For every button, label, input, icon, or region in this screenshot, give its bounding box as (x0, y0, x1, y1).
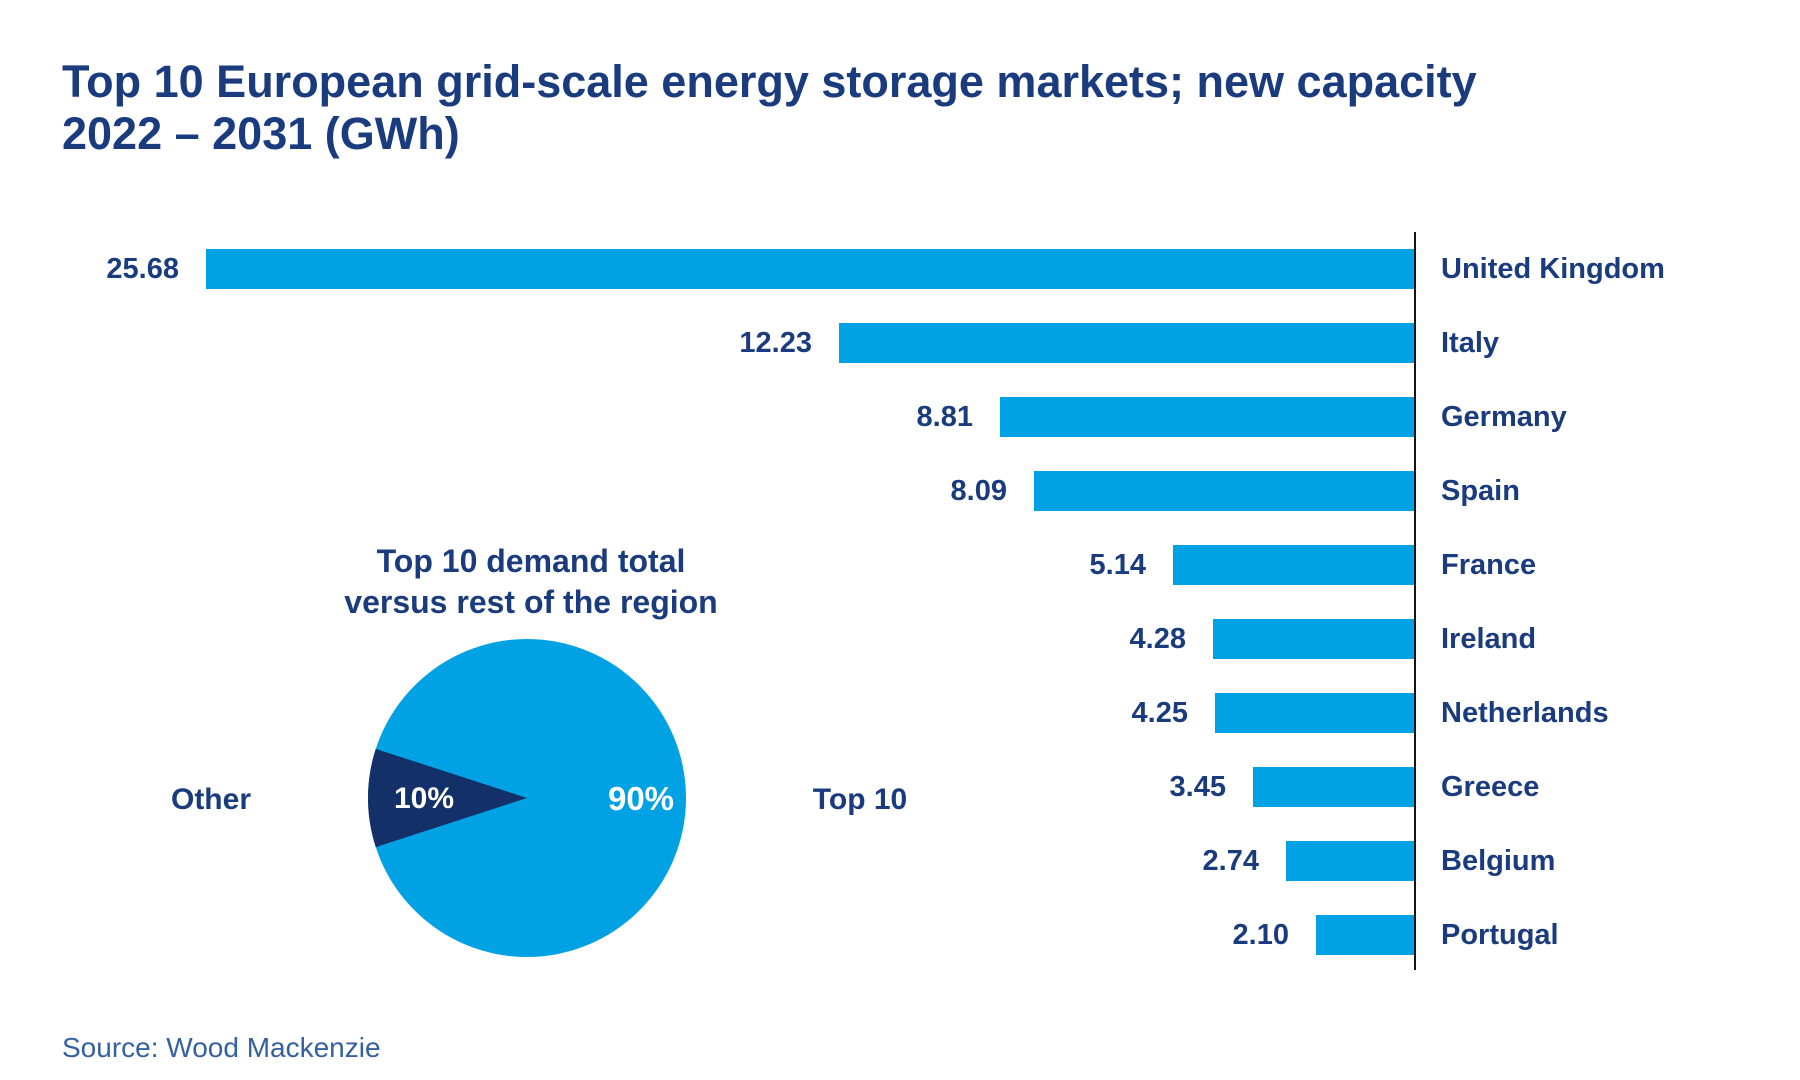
pie-title-line-2: versus rest of the region (344, 584, 718, 620)
page-title-line-2: 2022 – 2031 (GWh) (62, 108, 460, 159)
bar (1316, 915, 1415, 955)
pie-percent-label-top10: 90% (607, 780, 675, 817)
bar-country-label: Belgium (1441, 845, 1556, 877)
page-title-line-1: Top 10 European grid-scale energy storag… (62, 56, 1477, 107)
pie-title-line-1: Top 10 demand total (376, 543, 686, 579)
bar-value-label: 8.81 (916, 401, 973, 433)
bar (1253, 767, 1415, 807)
bar (1034, 471, 1415, 511)
bar-country-label: Portugal (1441, 919, 1559, 951)
pie-title: Top 10 demand total versus rest of the r… (231, 541, 831, 623)
page-title: Top 10 European grid-scale energy storag… (62, 56, 1477, 160)
bar (206, 249, 1415, 289)
bar-value-label: 4.25 (1131, 697, 1188, 729)
bar-country-label: United Kingdom (1441, 253, 1665, 285)
source-note: Source: Wood Mackenzie (62, 1032, 381, 1063)
bar-value-label: 2.10 (1232, 919, 1289, 951)
bar-country-label: Spain (1441, 475, 1520, 507)
pie-legend-other: Other (170, 783, 251, 816)
pie-slice-other (367, 748, 527, 848)
bar-value-label: 3.45 (1169, 771, 1226, 803)
bar (839, 323, 1415, 363)
bar-value-label: 8.09 (950, 475, 1007, 507)
bar-country-label: Italy (1441, 327, 1500, 359)
bar-country-label: France (1441, 549, 1537, 581)
bar-value-label: 5.14 (1089, 549, 1146, 581)
bar-country-label: Germany (1441, 401, 1567, 433)
pie-legend-top10: Top 10 (812, 783, 908, 816)
bar-value-label: 12.23 (739, 327, 812, 359)
bar-value-label: 4.28 (1129, 623, 1186, 655)
bar (1213, 619, 1415, 659)
bar-country-label: Ireland (1441, 623, 1537, 655)
axis-line (1414, 232, 1416, 970)
bar (1173, 545, 1415, 585)
bar (1286, 841, 1415, 881)
bar-value-label: 25.68 (106, 253, 179, 285)
bar-country-label: Netherlands (1441, 697, 1609, 729)
bar-value-label: 2.74 (1202, 845, 1259, 877)
bar (1215, 693, 1415, 733)
bar-country-label: Greece (1441, 771, 1540, 803)
pie-percent-label-other: 10% (393, 782, 455, 815)
bar (1000, 397, 1415, 437)
